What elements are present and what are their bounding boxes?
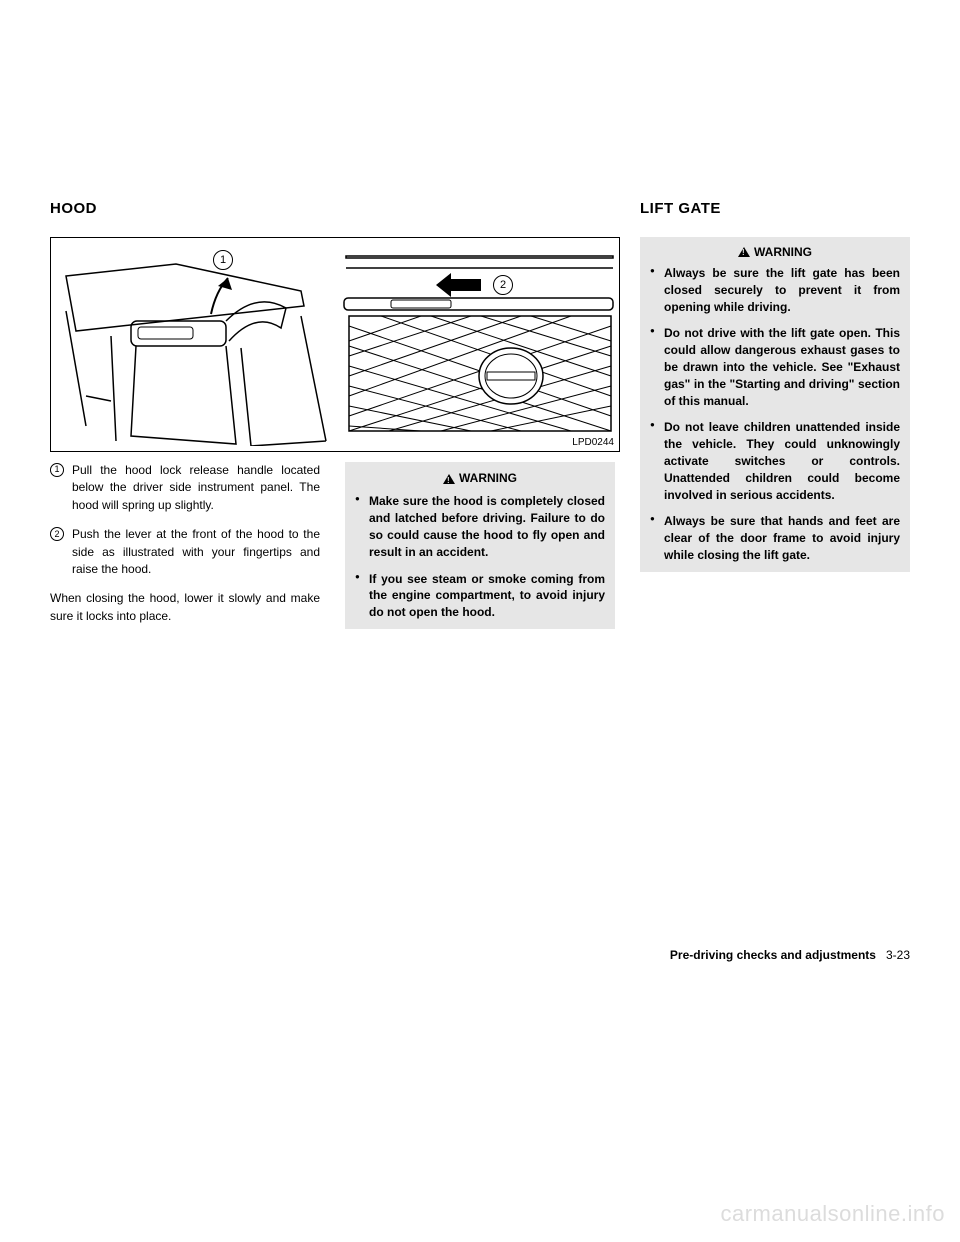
hood-closing-text: When closing the hood, lower it slowly a… xyxy=(50,590,320,625)
hood-warning-column: WARNING Make sure the hood is completely… xyxy=(345,462,615,629)
step-2: 2 Push the lever at the front of the hoo… xyxy=(50,526,320,578)
hood-release-drawing xyxy=(56,246,336,446)
callout-1: 1 xyxy=(213,250,233,270)
liftgate-warning-header: WARNING xyxy=(650,245,900,259)
hood-warning-item: Make sure the hood is completely closed … xyxy=(355,493,605,560)
liftgate-title: LIFT GATE xyxy=(640,200,910,217)
hood-figure: 1 2 xyxy=(50,237,620,452)
grille-drawing xyxy=(341,246,616,446)
hood-warning-box: WARNING Make sure the hood is completely… xyxy=(345,462,615,629)
hood-section: HOOD 1 2 xyxy=(50,200,620,629)
hood-title: HOOD xyxy=(50,200,620,217)
step-1: 1 Pull the hood lock release handle loca… xyxy=(50,462,320,514)
figure-caption: LPD0244 xyxy=(572,437,614,448)
hood-warning-item: If you see steam or smoke coming from th… xyxy=(355,571,605,621)
liftgate-warning-item: Do not leave children unattended inside … xyxy=(650,419,900,503)
watermark: carmanualsonline.info xyxy=(720,1201,945,1227)
step-num-2: 2 xyxy=(50,527,64,541)
callout-2: 2 xyxy=(493,275,513,295)
step-num-1: 1 xyxy=(50,463,64,477)
step-text-2: Push the lever at the front of the hood … xyxy=(72,526,320,578)
hood-steps-column: 1 Pull the hood lock release handle loca… xyxy=(50,462,320,629)
hood-warning-header: WARNING xyxy=(355,470,605,487)
warning-icon xyxy=(738,247,750,257)
liftgate-warning-item: Always be sure the lift gate has been cl… xyxy=(650,265,900,315)
liftgate-warning-box: WARNING Always be sure the lift gate has… xyxy=(640,237,910,572)
liftgate-warning-item: Do not drive with the lift gate open. Th… xyxy=(650,325,900,409)
step-text-1: Pull the hood lock release handle locate… xyxy=(72,462,320,514)
liftgate-section: LIFT GATE WARNING Always be sure the lif… xyxy=(640,200,910,629)
hood-warning-label: WARNING xyxy=(459,470,517,487)
page-footer: Pre-driving checks and adjustments 3-23 xyxy=(670,948,910,962)
warning-icon xyxy=(443,474,455,484)
footer-chapter: Pre-driving checks and adjustments xyxy=(670,948,876,962)
liftgate-warning-item: Always be sure that hands and feet are c… xyxy=(650,513,900,563)
liftgate-warning-label: WARNING xyxy=(754,245,812,259)
footer-page: 3-23 xyxy=(886,948,910,962)
